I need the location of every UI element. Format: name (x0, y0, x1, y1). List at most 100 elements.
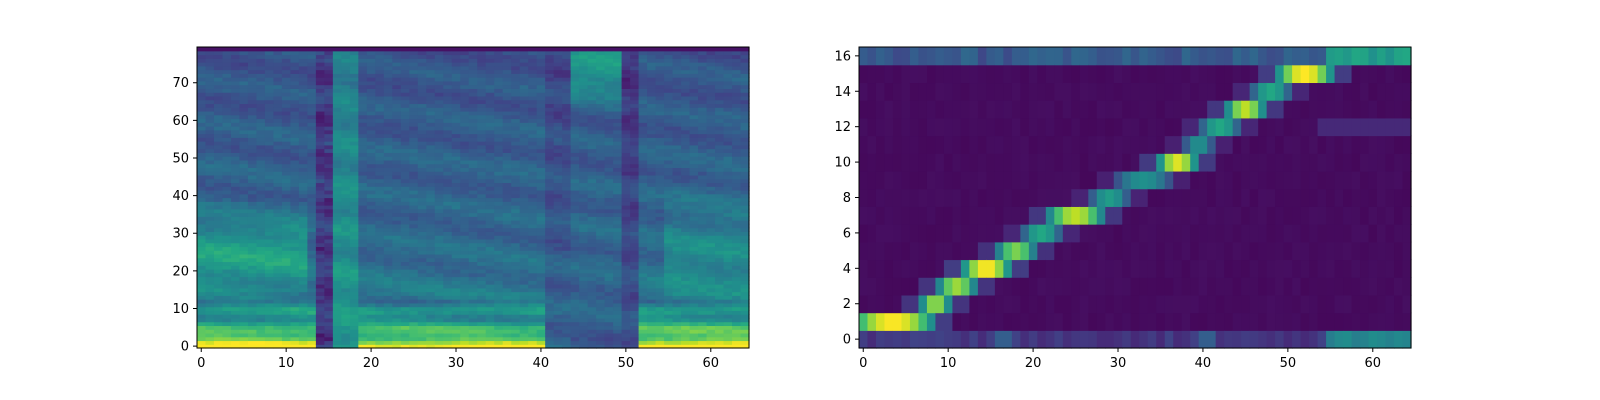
heatmap-cell (647, 329, 657, 334)
heatmap-cell (570, 50, 580, 56)
heatmap-cell (553, 126, 563, 131)
heatmap-cell (290, 126, 300, 131)
heatmap-cell (443, 148, 453, 153)
heatmap-cell (460, 299, 470, 304)
heatmap-cell (460, 276, 470, 281)
heatmap-cell (553, 186, 563, 191)
heatmap-cell (485, 80, 495, 86)
heatmap-cell (281, 295, 292, 300)
heatmap-cell (494, 193, 504, 199)
heatmap-cell (273, 69, 283, 74)
heatmap-cell (443, 47, 453, 52)
heatmap-cell (647, 163, 657, 168)
heatmap-cell (230, 99, 241, 105)
heatmap-cell (417, 246, 427, 251)
heatmap-cell (281, 189, 292, 195)
heatmap-cell (562, 122, 572, 127)
heatmap-cell (460, 317, 470, 323)
heatmap-cell (477, 235, 487, 240)
heatmap-cell (264, 178, 275, 184)
heatmap-cell (451, 257, 461, 263)
heatmap-cell (715, 197, 725, 202)
heatmap-cell (664, 299, 674, 304)
heatmap-cell (324, 73, 334, 78)
heatmap-cell (451, 227, 461, 232)
heatmap-cell (307, 250, 317, 255)
heatmap-cell (409, 99, 419, 105)
heatmap-cell (366, 182, 376, 187)
heatmap-cell (655, 212, 665, 217)
heatmap-cell (570, 272, 580, 278)
heatmap-cell (613, 107, 623, 112)
heatmap-cell (706, 133, 716, 138)
heatmap-cell (468, 65, 478, 71)
heatmap-cell (638, 189, 648, 195)
heatmap-cell (519, 148, 529, 153)
heatmap-cell (494, 58, 504, 63)
heatmap-cell (222, 295, 232, 300)
heatmap-cell (630, 314, 640, 319)
heatmap-cell (613, 216, 623, 221)
heatmap-cell (715, 261, 725, 266)
heatmap-cell (579, 257, 589, 263)
heatmap-cell (638, 250, 648, 255)
heatmap-cell (647, 144, 657, 150)
heatmap-cell (332, 186, 342, 191)
heatmap-cell (613, 332, 623, 338)
heatmap-cell (417, 235, 427, 240)
heatmap-cell (349, 144, 359, 150)
heatmap-cell (281, 110, 292, 116)
heatmap-cell (434, 336, 444, 342)
heatmap-cell (426, 265, 436, 270)
heatmap-cell (579, 268, 589, 274)
heatmap-cell (443, 220, 453, 225)
heatmap-cell (706, 302, 716, 308)
heatmap-cell (375, 227, 385, 232)
heatmap-cell (485, 50, 495, 56)
heatmap-cell (298, 284, 308, 289)
heatmap-cell (197, 114, 207, 120)
heatmap-cell (247, 265, 258, 270)
heatmap-cell (460, 306, 470, 311)
heatmap-cell (366, 261, 376, 266)
heatmap-cell (477, 272, 487, 278)
heatmap-cell (213, 336, 224, 342)
heatmap-cell (638, 261, 648, 266)
heatmap-cell (536, 272, 546, 278)
heatmap-cell (621, 167, 631, 172)
heatmap-cell (562, 114, 572, 120)
heatmap-cell (502, 118, 512, 123)
heatmap-cell (230, 284, 241, 289)
heatmap-cell (366, 167, 376, 172)
heatmap-cell (621, 50, 631, 56)
heatmap-cell (298, 253, 308, 259)
heatmap-cell (706, 208, 716, 214)
heatmap-cell (460, 110, 470, 116)
heatmap-cell (392, 299, 402, 304)
heatmap-cell (434, 50, 444, 56)
heatmap-cell (315, 332, 325, 338)
heatmap-cell (655, 317, 665, 323)
heatmap-cell (587, 159, 597, 165)
heatmap-cell (247, 137, 258, 142)
heatmap-cell (579, 137, 589, 142)
heatmap-cell (443, 189, 453, 195)
heatmap-cell (502, 92, 512, 97)
heatmap-cell (596, 216, 606, 221)
heatmap-cell (349, 253, 359, 259)
heatmap-cell (417, 152, 427, 157)
heatmap-cell (383, 242, 393, 248)
heatmap-cell (723, 336, 733, 342)
heatmap-cell (638, 148, 648, 153)
heatmap-cell (247, 73, 258, 78)
heatmap-cell (383, 137, 393, 142)
heatmap-cell (197, 129, 207, 135)
heatmap-cell (545, 118, 555, 123)
heatmap-cell (451, 133, 461, 138)
heatmap-cell (502, 295, 512, 300)
heatmap-cell (511, 178, 521, 184)
heatmap-cell (723, 287, 733, 293)
heatmap-cell (247, 156, 258, 161)
heatmap-cell (570, 302, 580, 308)
heatmap-cell (545, 306, 555, 311)
